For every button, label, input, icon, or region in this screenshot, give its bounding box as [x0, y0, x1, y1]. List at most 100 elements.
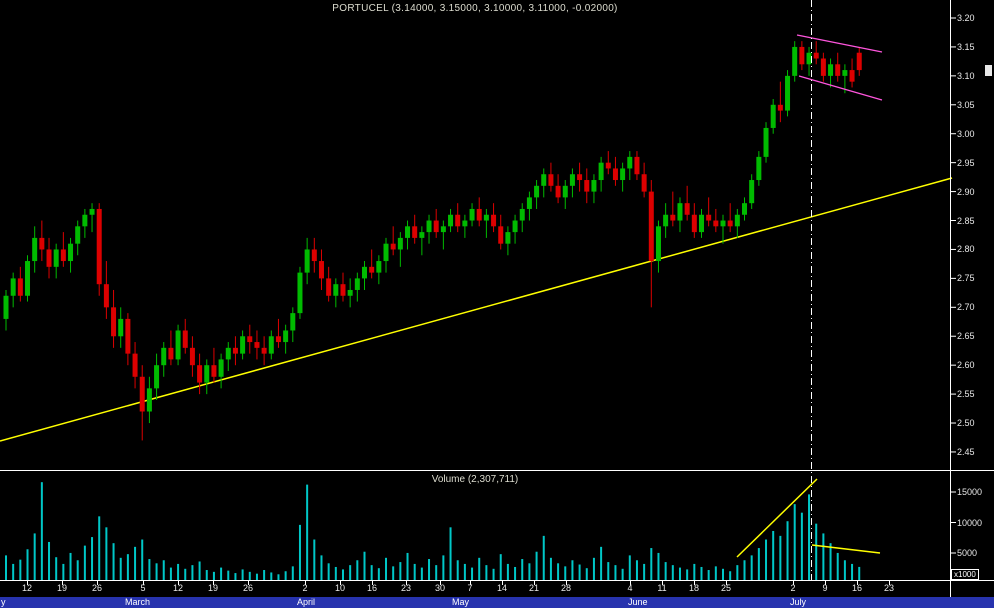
volume-bar: [485, 565, 488, 581]
volume-bar: [564, 566, 567, 581]
candle: [25, 255, 31, 302]
candle: [354, 272, 360, 302]
candle: [720, 214, 726, 244]
candle: [103, 261, 109, 319]
price-axis-label: 2.80: [957, 244, 975, 255]
candle: [526, 191, 532, 221]
candle: [698, 208, 704, 238]
candle: [111, 289, 117, 348]
date-axis-label: 12: [21, 583, 33, 593]
volume-bar: [528, 563, 531, 581]
candle: [785, 70, 791, 117]
candle: [10, 272, 16, 308]
uptrend-line[interactable]: [0, 177, 953, 442]
volume-bar: [349, 565, 352, 581]
date-axis-label: 28: [560, 583, 572, 593]
candle: [376, 255, 382, 285]
date-axis-label: 16: [851, 583, 863, 593]
volume-bar: [33, 533, 36, 581]
volume-bar: [779, 535, 782, 581]
volume-bar: [800, 512, 803, 581]
candle: [419, 226, 425, 256]
candle: [362, 261, 367, 290]
volume-bar: [643, 563, 646, 581]
volume-trendline[interactable]: [811, 544, 881, 554]
candle: [397, 232, 403, 267]
price-axis-label: 2.65: [957, 331, 975, 342]
candle: [756, 151, 762, 186]
date-axis-label: 25: [720, 583, 732, 593]
candle: [541, 168, 547, 198]
volume-bar: [851, 563, 854, 581]
candle: [734, 208, 740, 238]
volume-bar: [671, 565, 674, 581]
volume-bar: [592, 557, 595, 581]
volume-bar: [843, 560, 846, 581]
candle: [283, 324, 289, 354]
candle: [426, 214, 432, 244]
channel-line[interactable]: [796, 34, 883, 53]
volume-bar: [205, 570, 208, 581]
volume-bar: [392, 566, 395, 581]
candle: [663, 203, 669, 238]
candle: [562, 180, 568, 209]
price-axis-label: 2.90: [957, 186, 975, 197]
candle: [777, 81, 783, 123]
volume-bar: [212, 571, 215, 581]
date-axis-label: 16: [366, 583, 378, 593]
candle: [462, 214, 468, 238]
volume-bar: [370, 565, 373, 581]
volume-bar: [277, 574, 280, 581]
volume-bar: [772, 530, 775, 581]
volume-bar: [836, 552, 839, 581]
volume-trendline[interactable]: [736, 478, 818, 558]
volume-bar: [492, 568, 495, 581]
price-axis-label: 2.50: [957, 418, 975, 429]
candle: [3, 289, 9, 331]
volume-pane-title: Volume (2,307,711): [431, 474, 519, 485]
date-axis-label: 2: [302, 583, 308, 593]
price-axis-label: 2.60: [957, 360, 975, 371]
candle: [813, 41, 819, 65]
candle: [333, 278, 339, 308]
candle: [261, 336, 267, 366]
candle: [749, 174, 755, 209]
candle: [347, 278, 353, 308]
candle: [455, 203, 461, 233]
candle: [53, 243, 59, 279]
candle: [742, 197, 748, 221]
candle: [232, 336, 238, 366]
volume-bar: [521, 559, 524, 581]
volume-bar: [234, 573, 237, 581]
volume-bar: [506, 563, 509, 581]
date-axis-label: 26: [242, 583, 254, 593]
volume-bar: [162, 560, 165, 581]
channel-line[interactable]: [798, 75, 883, 101]
volume-bar: [822, 533, 825, 581]
price-axis-label: 3.15: [957, 41, 975, 52]
candle: [569, 168, 575, 198]
volume-bar: [499, 554, 502, 581]
volume-bar: [26, 549, 29, 581]
date-axis-label: 23: [400, 583, 412, 593]
volume-bar: [134, 546, 137, 581]
candle: [727, 203, 733, 233]
volume-bar: [119, 557, 122, 581]
volume-bar: [406, 552, 409, 581]
volume-bar: [714, 566, 717, 581]
volume-bar: [456, 560, 459, 581]
volume-bar: [320, 555, 323, 581]
volume-bar: [169, 567, 172, 581]
month-label: May: [452, 597, 470, 607]
volume-bar: [686, 569, 689, 581]
date-axis-label: 21: [528, 583, 540, 593]
candle: [318, 249, 324, 290]
volume-bar: [729, 571, 732, 581]
volume-bar: [793, 504, 796, 581]
date-axis-label: 12: [172, 583, 184, 593]
candle: [340, 272, 346, 302]
candle: [254, 330, 260, 360]
date-axis-label: 30: [434, 583, 446, 593]
volume-bar: [549, 557, 552, 581]
